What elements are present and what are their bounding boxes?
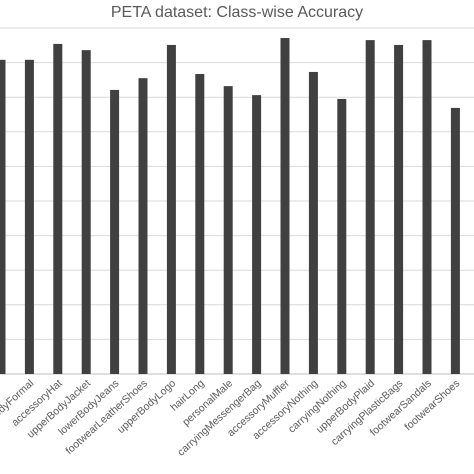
bar — [223, 86, 233, 375]
chart-title: PETA dataset: Class-wise Accuracy — [111, 4, 363, 21]
bar — [280, 38, 290, 375]
bar — [24, 59, 34, 374]
bar — [308, 71, 318, 374]
bar — [110, 89, 120, 375]
bar — [337, 98, 347, 375]
bar — [394, 44, 404, 374]
bar — [53, 43, 63, 374]
bar — [195, 74, 205, 374]
bar — [166, 44, 176, 374]
bar — [252, 95, 262, 375]
bar — [138, 78, 148, 375]
bar — [81, 50, 91, 374]
bar — [365, 40, 375, 375]
bar — [422, 40, 432, 375]
bar — [0, 59, 6, 374]
bar — [450, 107, 460, 375]
